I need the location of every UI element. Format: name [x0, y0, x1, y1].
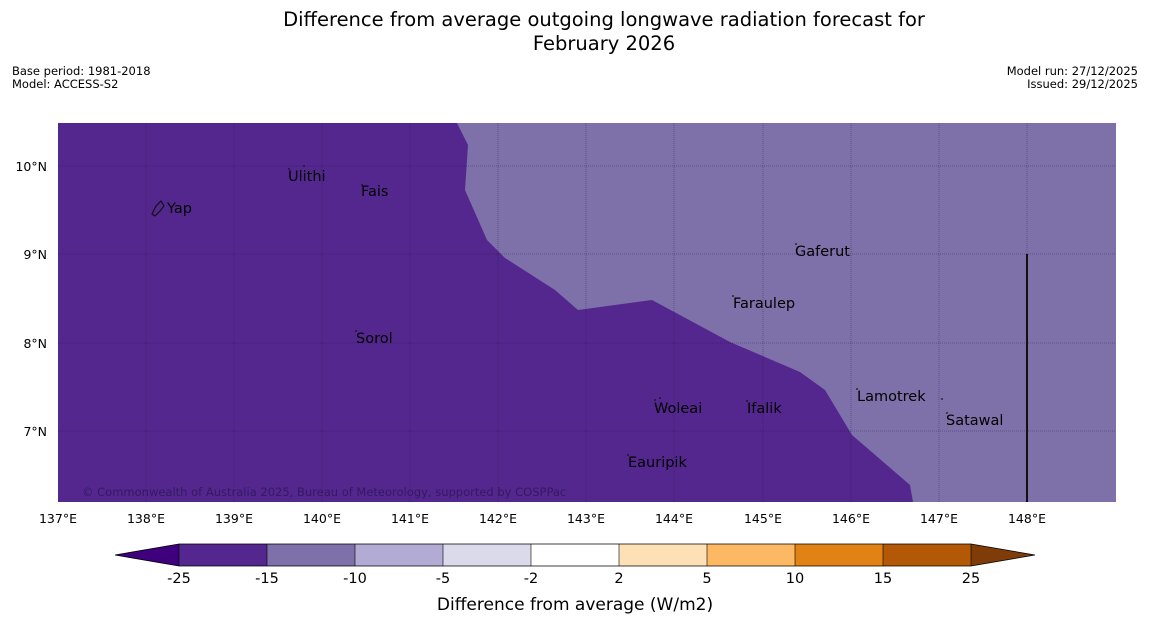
place-labels: Yap Ulithi Fais Gaferut Faraulep Sorol W…: [166, 169, 1003, 471]
colorbar-bin: [531, 544, 619, 566]
lon-label: 146°E: [832, 511, 870, 526]
colorbar-bin: [443, 544, 531, 566]
lon-label: 143°E: [567, 511, 605, 526]
lon-label: 138°E: [127, 511, 165, 526]
lon-label: 140°E: [303, 511, 341, 526]
model-name: Model: ACCESS-S2: [12, 77, 119, 91]
place-satawal: Satawal: [946, 413, 1003, 429]
lon-label: 144°E: [655, 511, 693, 526]
lon-label: 139°E: [215, 511, 253, 526]
region-below-minus-15: [58, 123, 913, 502]
map-title: Difference from average outgoing longwav…: [0, 8, 1150, 56]
colorbar-tick: -25: [167, 571, 191, 587]
lat-label: 8°N: [23, 336, 47, 351]
colorbar: [114, 543, 1036, 567]
place-ulithi: Ulithi: [288, 169, 326, 185]
colorbar-tick: 2: [614, 571, 623, 587]
yap-island-icon: [151, 200, 165, 217]
lat-label: 9°N: [23, 247, 47, 262]
base-period: Base period: 1981-2018: [12, 64, 151, 78]
meta-left: Base period: 1981-2018 Model: ACCESS-S2: [12, 65, 151, 91]
lon-label: 141°E: [391, 511, 429, 526]
place-faraulep: Faraulep: [733, 296, 795, 312]
graticule: [58, 123, 1116, 502]
meta-right: Model run: 27/12/2025 Issued: 29/12/2025: [1007, 65, 1138, 91]
colorbar-bin: [883, 544, 971, 566]
colorbar-tick: -15: [255, 571, 279, 587]
colorbar-tick: -2: [524, 571, 538, 587]
place-sorol: Sorol: [356, 331, 393, 347]
lat-label: 7°N: [23, 424, 47, 439]
colorbar-tick: -10: [343, 571, 367, 587]
lon-label: 145°E: [744, 511, 782, 526]
colorbar-bin: [355, 544, 443, 566]
title-line-1: Difference from average outgoing longwav…: [283, 8, 925, 31]
place-lamotrek: Lamotrek: [857, 389, 926, 405]
latitude-labels: 10°N 9°N 8°N 7°N: [15, 159, 47, 439]
colorbar-tick: 15: [874, 571, 892, 587]
place-eauripik: Eauripik: [628, 455, 687, 471]
lat-label: 10°N: [15, 159, 47, 174]
colorbar-label: Difference from average (W/m2): [437, 595, 713, 615]
lon-label: 148°E: [1008, 511, 1046, 526]
colorbar-extend-low: [115, 544, 179, 566]
colorbar-bin: [795, 544, 883, 566]
place-yap: Yap: [166, 201, 192, 217]
place-ifalik: Ifalik: [747, 401, 782, 417]
copyright-notice: © Commonwealth of Australia 2025, Bureau…: [82, 485, 566, 499]
lon-label: 137°E: [39, 511, 77, 526]
colorbar-extend-high: [971, 544, 1035, 566]
island-markers: [288, 165, 948, 456]
colorbar-bin: [179, 544, 267, 566]
title-line-2: February 2026: [532, 32, 676, 55]
issued-date: Issued: 29/12/2025: [1027, 77, 1138, 91]
colorbar-tick: -5: [436, 571, 450, 587]
colorbar-tick: 25: [962, 571, 980, 587]
longitude-labels: 137°E 138°E 139°E 140°E 141°E 142°E 143°…: [39, 511, 1046, 526]
colorbar-bin: [707, 544, 795, 566]
lon-label: 147°E: [920, 511, 958, 526]
colorbar-ticks: -25 -15 -10 -5 -2 2 5 10 15 25: [167, 571, 980, 587]
place-woleai: Woleai: [654, 401, 702, 417]
colorbar-tick: 5: [702, 571, 711, 587]
place-gaferut: Gaferut: [795, 244, 850, 260]
anomaly-field: [58, 123, 1116, 502]
colorbar-bin: [267, 544, 355, 566]
colorbar-bin: [619, 544, 707, 566]
place-fais: Fais: [361, 184, 388, 200]
lon-label: 142°E: [479, 511, 517, 526]
model-run: Model run: 27/12/2025: [1006, 64, 1138, 78]
colorbar-tick: 10: [786, 571, 804, 587]
